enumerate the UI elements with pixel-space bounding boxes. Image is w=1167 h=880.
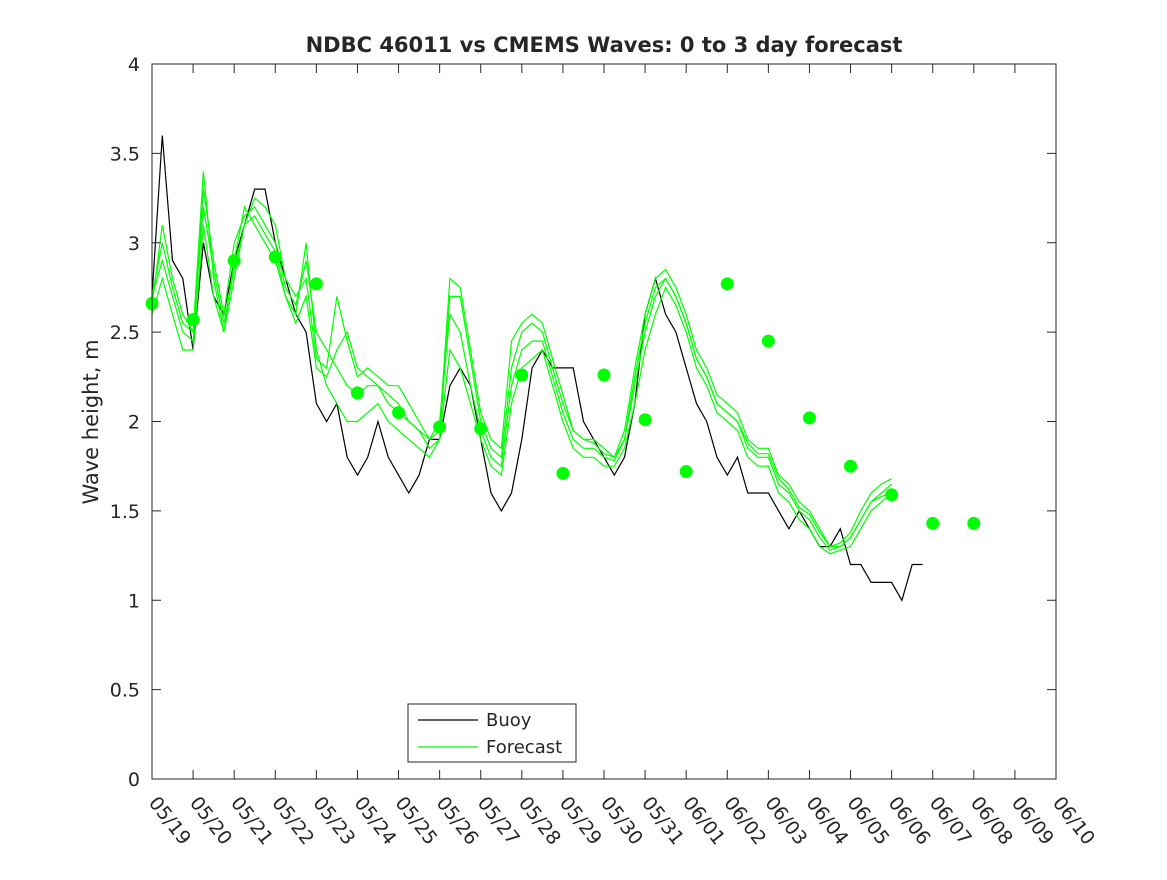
x-tick-label: 06/01: [678, 793, 729, 850]
forecast-marker: [433, 420, 447, 434]
x-tick-label: 05/24: [350, 793, 401, 850]
forecast-marker: [761, 334, 775, 348]
x-tick-label: 05/20: [185, 793, 236, 850]
x-tick-label: 06/02: [719, 793, 770, 850]
x-tick-label: 06/08: [966, 793, 1017, 850]
plot-area-frame: [151, 63, 1057, 780]
y-tick-label: 3.5: [110, 143, 140, 165]
legend-label-forecast: Forecast: [486, 737, 562, 758]
forecast-marker: [227, 254, 241, 268]
forecast-marker: [186, 313, 200, 327]
forecast-member-line-1: [151, 171, 892, 555]
x-tick-label: 05/31: [637, 793, 688, 850]
y-tick-label: 3: [128, 233, 140, 255]
y-tick-label: 2: [128, 412, 140, 434]
forecast-marker: [926, 516, 940, 530]
x-tick-label: 06/04: [802, 793, 853, 850]
forecast-member-line-4: [151, 197, 892, 548]
x-tick-label: 06/05: [843, 793, 894, 850]
y-tick-label: 1.5: [110, 501, 140, 523]
x-tick-label: 05/21: [226, 793, 277, 850]
forecast-marker: [515, 368, 529, 382]
x-tick-label: 06/09: [1007, 793, 1058, 850]
x-tick-label: 05/23: [308, 793, 359, 850]
forecast-marker: [309, 277, 323, 291]
x-tick-label: 05/25: [391, 793, 442, 850]
forecast-marker: [802, 411, 816, 425]
forecast-marker: [597, 368, 611, 382]
forecast-marker: [556, 466, 570, 480]
forecast-marker: [474, 422, 488, 436]
plot-lines-group: [145, 135, 981, 602]
axes-group: 00.511.522.533.5405/1905/2005/2105/2205/…: [110, 54, 1099, 849]
forecast-marker: [720, 277, 734, 291]
x-tick-label: 05/27: [473, 793, 524, 850]
x-tick-label: 06/03: [760, 793, 811, 850]
legend: Buoy Forecast: [407, 703, 577, 763]
y-tick-label: 0: [128, 769, 140, 791]
x-tick-label: 05/26: [432, 793, 483, 850]
x-tick-label: 05/30: [596, 793, 647, 850]
forecast-marker: [679, 465, 693, 479]
buoy-series-line: [151, 135, 923, 602]
x-tick-label: 06/10: [1048, 793, 1099, 850]
x-tick-label: 05/29: [555, 793, 606, 850]
y-tick-label: 0.5: [110, 680, 140, 702]
forecast-marker: [844, 459, 858, 473]
y-tick-label: 1: [128, 590, 140, 612]
forecast-marker: [885, 488, 899, 502]
forecast-marker: [638, 413, 652, 427]
y-tick-label: 4: [128, 54, 140, 76]
x-tick-label: 06/06: [884, 793, 935, 850]
forecast-marker: [392, 406, 406, 420]
x-tick-label: 05/19: [144, 793, 195, 850]
forecast-marker: [350, 386, 364, 400]
forecast-marker: [268, 250, 282, 264]
x-tick-label: 05/22: [267, 793, 318, 850]
x-tick-label: 06/07: [925, 793, 976, 850]
y-axis-label: Wave height, m: [79, 339, 103, 504]
legend-box: [407, 703, 577, 763]
forecast-member-line-2: [151, 189, 892, 551]
y-tick-label: 2.5: [110, 322, 140, 344]
chart-title: NDBC 46011 vs CMEMS Waves: 0 to 3 day fo…: [306, 33, 903, 57]
forecast-marker: [967, 516, 981, 530]
x-tick-label: 05/28: [514, 793, 565, 850]
legend-label-buoy: Buoy: [486, 710, 532, 731]
